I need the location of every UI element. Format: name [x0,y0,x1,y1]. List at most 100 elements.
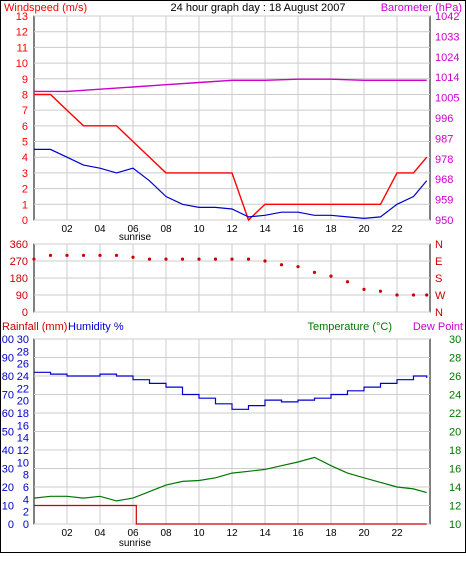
rainfall-tick-label: 0 [23,519,29,531]
temperature-tick-label: 14 [449,482,461,494]
direction-point [98,253,102,257]
humidity-tick-label: 100 [0,334,14,346]
direction-point [32,257,36,261]
humidity-axis-label: Humidity % [68,321,124,333]
humidity-tick-label: 30 [2,464,14,476]
direction-point [378,289,383,293]
direction-point [147,257,152,261]
humidity-tick-label: 70 [2,390,14,402]
humidity-tick-label: 0 [8,519,14,531]
barometer-tick-label: 1005 [435,93,459,105]
direction-point [230,257,234,261]
direction-point [345,280,350,284]
wind-hour-tick-label: 02 [61,224,73,235]
rainfall-series-line [34,504,427,525]
rainfall-tick-label: 4 [23,494,29,506]
temperature-hour-tick-label: 08 [160,528,172,539]
barometer-tick-label: 1042 [435,11,459,23]
temperature-tick-label: 12 [449,501,461,513]
temperature-tick-label: 20 [449,427,461,439]
windspeed-axis-label: Windspeed (m/s) [4,2,87,14]
direction-point [279,263,284,267]
direction-point [114,253,119,257]
barometer-tick-label: 1024 [435,52,459,64]
temperature-hour-tick-label: 16 [292,528,304,539]
wind-hour-tick-label: 08 [160,224,172,235]
temperature-hour-tick-label: 02 [61,528,73,539]
windspeed-tick-label: 0 [22,215,28,227]
temperature-axis-label: Temperature (°C) [308,321,392,333]
compass-tick-label: E [435,256,442,268]
wind-hour-tick-label: 06 [127,224,139,235]
sunrise-label: sunrise [119,232,152,243]
direction-point [213,257,218,261]
direction-tick-label: 90 [16,290,28,302]
wind-hour-tick-label: 14 [259,224,271,235]
barometer-tick-label: 959 [435,195,453,207]
humidity-tick-label: 50 [2,427,14,439]
wind-gust-series-line [34,93,428,222]
rainfall-tick-label: 6 [23,482,29,494]
direction-point [395,293,399,297]
rainfall-tick-label: 28 [17,346,29,358]
barometer-tick-label: 1033 [435,31,459,43]
compass-tick-label: W [435,290,446,302]
windspeed-tick-label: 1 [22,199,28,211]
direction-point [164,257,168,261]
temperature-hour-tick-label: 22 [391,528,403,539]
rainfall-axis-label: Rainfall (mm) [2,321,67,333]
barometer-tick-label: 996 [435,113,453,125]
dewpoint-axis-label: Dew Point [413,321,463,333]
windspeed-tick-label: 6 [22,121,28,133]
direction-point [65,253,69,257]
direction-point [81,253,86,257]
direction-point [362,287,366,291]
windspeed-tick-label: 13 [16,11,28,23]
direction-point [180,257,185,261]
temperature-hour-tick-label: 06 [127,528,139,539]
direction-point [197,257,201,261]
rainfall-tick-label: 10 [17,457,29,469]
compass-tick-label: N [435,239,443,251]
barometer-tick-label: 968 [435,174,453,186]
windspeed-tick-label: 12 [16,27,28,39]
wind-panel: 24 hour graph day : 18 August 2007 Winds… [4,2,462,243]
temperature-hour-tick-label: 12 [226,528,238,539]
wind-hour-tick-label: 18 [325,224,337,235]
barometer-series-line [34,78,427,93]
humidity-tick-label: 60 [2,408,14,420]
direction-point [425,293,429,297]
wind-hour-tick-label: 20 [358,224,370,235]
windspeed-tick-label: 5 [22,137,28,149]
temperature-tick-label: 16 [449,464,461,476]
humidity-tick-label: 20 [2,482,14,494]
direction-tick-label: 270 [10,256,28,268]
temperature-tick-label: 22 [449,408,461,420]
direction-point [263,259,267,263]
windspeed-tick-label: 11 [17,42,28,54]
humidity-tick-label: 80 [2,371,14,383]
humidity-tick-label: 10 [2,501,14,513]
wind-hour-tick-label: 04 [94,224,106,235]
rainfall-tick-label: 22 [17,383,29,395]
rainfall-tick-label: 14 [17,433,29,445]
windspeed-tick-label: 3 [22,168,28,180]
temperature-panel: Rainfall (mm) Humidity % Temperature (°C… [0,321,463,549]
temperature-hour-tick-label: 04 [94,528,106,539]
windspeed-tick-label: 8 [22,89,28,101]
barometer-tick-label: 1014 [435,72,459,84]
chart-title: 24 hour graph day : 18 August 2007 [171,2,346,14]
temperature-tick-label: 24 [449,390,461,402]
windspeed-tick-label: 9 [22,74,28,86]
compass-tick-label: N [435,307,443,319]
rainfall-tick-label: 26 [17,359,29,371]
temperature-tick-label: 28 [449,353,461,365]
compass-tick-label: S [435,273,442,285]
temperature-tick-label: 30 [449,334,461,346]
rainfall-tick-label: 24 [17,371,29,383]
humidity-tick-label: 40 [2,445,14,457]
barometer-tick-label: 978 [435,154,453,166]
barometer-tick-label: 950 [435,215,453,227]
barometer-axis-label: Barometer (hPa) [381,2,462,14]
